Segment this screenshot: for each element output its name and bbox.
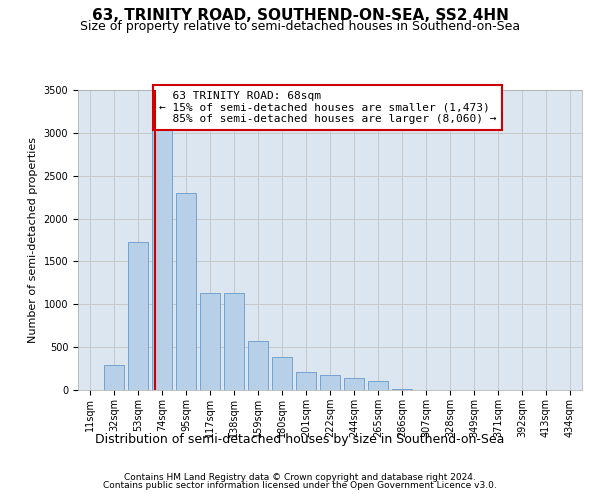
Bar — [344, 378, 364, 390]
Bar — [128, 242, 148, 390]
Bar — [296, 372, 316, 390]
Text: Contains public sector information licensed under the Open Government Licence v3: Contains public sector information licen… — [103, 481, 497, 490]
Bar — [224, 293, 244, 390]
Bar — [176, 193, 196, 390]
Text: 63, TRINITY ROAD, SOUTHEND-ON-SEA, SS2 4HN: 63, TRINITY ROAD, SOUTHEND-ON-SEA, SS2 4… — [92, 8, 508, 22]
Bar — [152, 126, 172, 390]
Text: Size of property relative to semi-detached houses in Southend-on-Sea: Size of property relative to semi-detach… — [80, 20, 520, 33]
Bar — [320, 374, 340, 390]
Bar — [248, 341, 268, 390]
Bar — [368, 382, 388, 390]
Text: Contains HM Land Registry data © Crown copyright and database right 2024.: Contains HM Land Registry data © Crown c… — [124, 472, 476, 482]
Text: Distribution of semi-detached houses by size in Southend-on-Sea: Distribution of semi-detached houses by … — [95, 432, 505, 446]
Bar — [200, 293, 220, 390]
Y-axis label: Number of semi-detached properties: Number of semi-detached properties — [28, 137, 38, 343]
Text: 63 TRINITY ROAD: 68sqm
← 15% of semi-detached houses are smaller (1,473)
  85% o: 63 TRINITY ROAD: 68sqm ← 15% of semi-det… — [159, 91, 496, 124]
Bar — [392, 388, 412, 390]
Bar — [272, 358, 292, 390]
Bar — [104, 365, 124, 390]
